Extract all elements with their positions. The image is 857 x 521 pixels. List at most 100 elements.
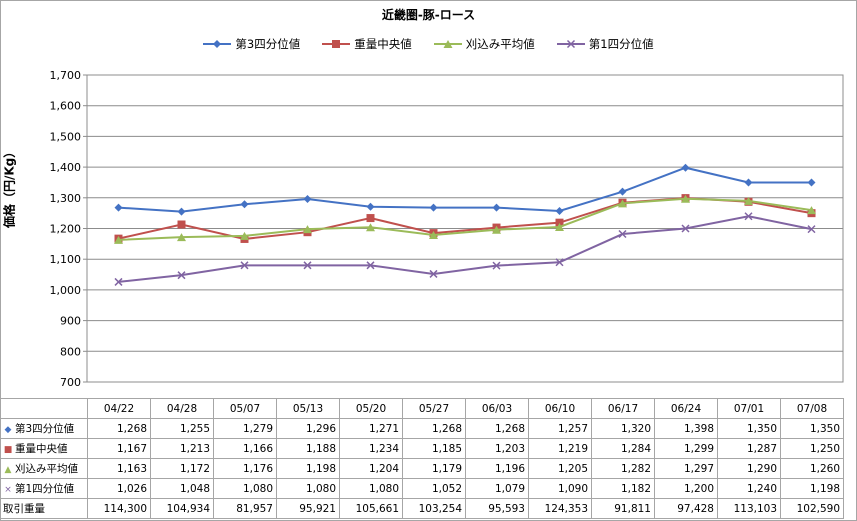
data-label: 1,398 [654, 418, 718, 439]
data-label: 97,428 [654, 498, 718, 519]
x-marker-icon: × [4, 485, 12, 495]
data-label: 1,185 [402, 438, 466, 459]
data-label: 1,290 [717, 458, 781, 479]
legend-item-trimmed: 刈込み平均値 [433, 36, 535, 52]
data-label: 1,176 [213, 458, 277, 479]
data-point-x [366, 261, 375, 270]
data-label: 1,268 [465, 418, 529, 439]
data-label: 1,182 [591, 478, 655, 499]
data-point-x [807, 225, 816, 234]
data-point-triangle [618, 199, 627, 208]
data-label: 1,080 [276, 478, 340, 499]
data-label: 1,296 [276, 418, 340, 439]
legend-label-q3: 第3四分位値 [235, 37, 301, 51]
data-label: 1,205 [528, 458, 592, 479]
data-label: 1,260 [780, 458, 844, 479]
category-label: 06/03 [465, 398, 529, 419]
data-label: 1,079 [465, 478, 529, 499]
data-label: 103,254 [402, 498, 466, 519]
y-tick-label: 1,200 [50, 223, 82, 236]
data-point-diamond [618, 187, 627, 196]
series-line-3 [118, 215, 812, 283]
legend-label-q1: 第1四分位値 [588, 37, 654, 51]
data-point-triangle [114, 235, 123, 244]
data-point-triangle [807, 206, 816, 215]
data-point-diamond [555, 207, 564, 216]
series-line-2 [118, 197, 812, 241]
y-tick-label: 1,700 [50, 69, 82, 82]
category-label: 07/08 [780, 398, 844, 419]
data-label: 1,219 [528, 438, 592, 459]
row-label: × 第1四分位値 [0, 478, 88, 499]
data-point-x [744, 212, 753, 221]
data-point-triangle [492, 225, 501, 234]
data-label: 1,052 [402, 478, 466, 499]
category-label: 05/07 [213, 398, 277, 419]
table-row-weight: 取引重量 114,300 104,934 81,957 95,921 105,661 103… [0, 498, 844, 519]
data-label: 1,279 [213, 418, 277, 439]
data-label: 95,921 [276, 498, 340, 519]
data-point-x [555, 258, 564, 267]
data-label: 1,090 [528, 478, 592, 499]
data-table: 04/22 04/28 05/07 05/13 05/20 05/27 06/03 06/10… [0, 398, 844, 519]
data-label: 104,934 [150, 498, 214, 519]
data-point-diamond [681, 163, 690, 172]
data-point-square [555, 218, 564, 227]
legend-label-trimmed: 刈込み平均値 [465, 37, 535, 51]
data-label: 1,268 [402, 418, 466, 439]
data-point-square [177, 220, 186, 229]
category-label: 06/10 [528, 398, 592, 419]
data-label: 1,271 [339, 418, 403, 439]
data-label: 1,350 [780, 418, 844, 439]
data-label: 1,198 [276, 458, 340, 479]
data-label: 91,811 [591, 498, 655, 519]
category-label: 04/28 [150, 398, 214, 419]
category-label: 05/20 [339, 398, 403, 419]
legend: 第3四分位値 重量中央値 刈込み平均値 第1四分位値 [0, 36, 857, 52]
category-label: 07/01 [717, 398, 781, 419]
data-label: 1,198 [780, 478, 844, 499]
series-line-0 [118, 166, 812, 213]
data-label: 1,250 [780, 438, 844, 459]
y-tick-label: 800 [60, 345, 81, 358]
legend-item-q1: 第1四分位値 [556, 36, 654, 52]
data-point-square [366, 214, 375, 223]
plot-border [86, 74, 844, 383]
row-label-text: 第1四分位値 [15, 483, 75, 495]
y-tick-label: 1,500 [50, 130, 82, 143]
data-point-diamond [807, 178, 816, 187]
chart-title: 近畿圏-豚-ロース [381, 8, 476, 22]
data-point-x [618, 229, 627, 239]
data-label: 1,080 [339, 478, 403, 499]
table-row: ■ 重量中央値 1,167 1,213 1,166 1,188 1,234 1,185 1,20… [0, 438, 844, 459]
data-label: 1,320 [591, 418, 655, 439]
data-label: 105,661 [339, 498, 403, 519]
y-tick-label: 1,400 [50, 161, 82, 174]
data-label: 1,026 [87, 478, 151, 499]
data-label: 114,300 [87, 498, 151, 519]
category-label: 06/17 [591, 398, 655, 419]
data-label: 95,593 [465, 498, 529, 519]
data-label: 1,240 [717, 478, 781, 499]
data-point-x [492, 261, 501, 270]
y-tick-label: 700 [60, 376, 81, 389]
data-label: 1,287 [717, 438, 781, 459]
data-label: 1,167 [87, 438, 151, 459]
data-label: 1,163 [87, 458, 151, 479]
data-label: 1,257 [528, 418, 592, 439]
data-point-x [114, 277, 123, 286]
data-label: 1,350 [717, 418, 781, 439]
data-point-triangle [366, 223, 375, 232]
data-label: 1,268 [87, 418, 151, 439]
data-point-triangle [303, 225, 312, 234]
data-label: 1,179 [402, 458, 466, 479]
data-label: 81,957 [213, 498, 277, 519]
data-label: 102,590 [780, 498, 844, 519]
data-label: 1,204 [339, 458, 403, 479]
y-tick-label: 1,600 [50, 100, 82, 113]
data-point-triangle [681, 194, 690, 203]
data-point-triangle [429, 230, 438, 239]
data-label: 1,297 [654, 458, 718, 479]
data-label: 1,203 [465, 438, 529, 459]
data-label: 1,234 [339, 438, 403, 459]
